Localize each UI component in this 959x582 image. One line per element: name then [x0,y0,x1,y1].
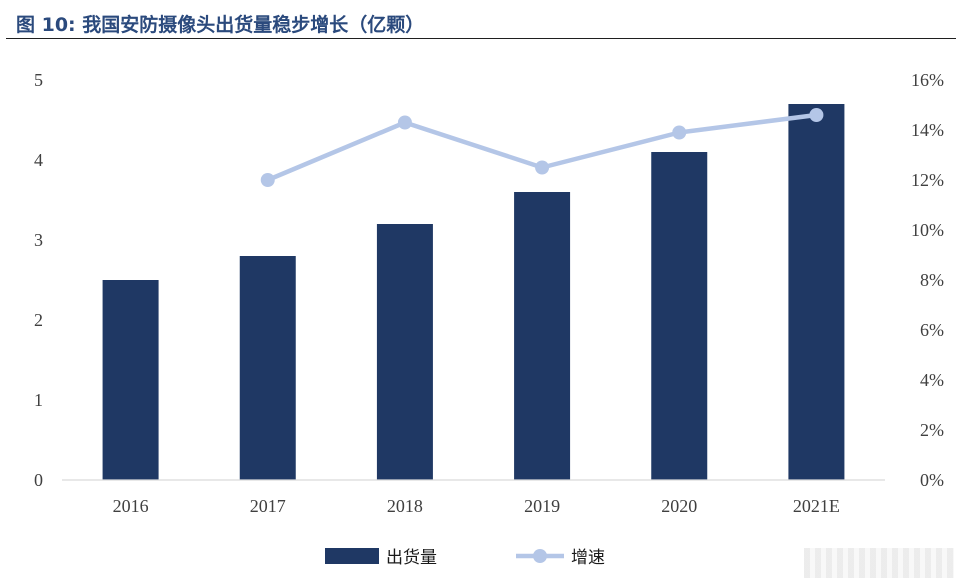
y-left-tick-label: 4 [34,150,43,170]
y-left-tick-label: 5 [34,70,43,90]
y-right-tick-label: 10% [911,220,944,240]
growth-point [809,108,824,122]
y-right-tick-label: 0% [920,470,944,490]
chart-title: 图 10: 我国安防摄像头出货量稳步增长（亿颗） [16,14,425,36]
bar [102,280,159,480]
x-tick-label: 2019 [524,496,560,516]
y-left-tick-label: 3 [34,230,43,250]
x-tick-label: 2017 [250,496,286,516]
x-tick-label: 2020 [661,496,697,516]
y-left-tick-label: 0 [34,470,43,490]
bar [376,224,433,480]
bar [239,256,296,480]
y-right-tick-label: 16% [911,70,944,90]
title-bar: 图 10: 我国安防摄像头出货量稳步增长（亿颗） [6,4,956,39]
x-tick-label: 2016 [113,496,149,516]
x-tick-label: 2018 [387,496,423,516]
y-right-tick-label: 2% [920,420,944,440]
bar [514,192,571,480]
bar [651,152,708,480]
legend-swatch-bar [325,548,379,564]
legend-label-bar: 出货量 [386,548,437,568]
growth-point [672,125,687,140]
bar [788,104,845,480]
y-right-tick-label: 4% [920,370,944,390]
legend-label-line: 增速 [571,548,605,568]
y-right-tick-label: 12% [911,170,944,190]
growth-point [260,173,275,187]
y-right-tick-label: 6% [920,320,944,340]
x-tick-label: 2021E [793,496,840,516]
watermark [804,548,954,578]
y-right-tick-label: 14% [911,120,944,140]
legend-swatch-marker [533,549,547,563]
growth-point [535,160,550,175]
y-right-tick-label: 8% [920,270,944,290]
growth-point [397,115,412,130]
y-left-tick-label: 2 [34,310,43,330]
y-left-tick-label: 1 [34,390,43,410]
